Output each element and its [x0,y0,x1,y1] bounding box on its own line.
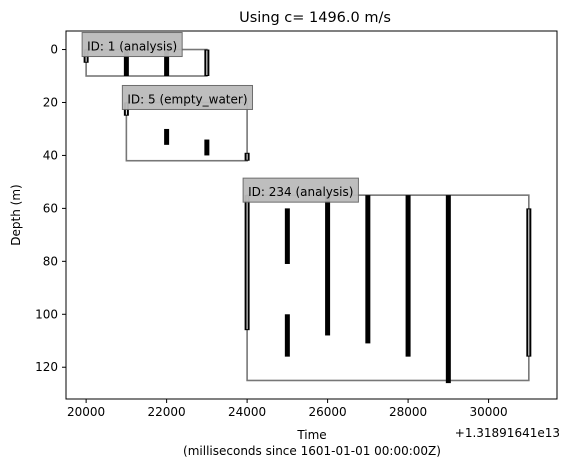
ping-bar [325,195,331,336]
x-tick-label: 24000 [228,405,266,419]
y-axis-label: Depth (m) [9,184,23,245]
region-1: ID: 1 (analysis) [81,32,210,77]
y-tick-label: 0 [50,43,58,57]
region-label: ID: 234 (analysis) [248,185,353,199]
x-tick-label: 20000 [67,405,105,419]
ping-bar [405,195,411,357]
ping-bar [204,139,210,156]
region-box [125,101,248,162]
y-tick-label: 60 [43,201,58,215]
ping-bar [164,49,170,77]
region-label-bg [121,84,254,110]
x-axis-label: Time [296,428,326,442]
x-tick-label: 30000 [469,405,507,419]
ping-bar [445,195,451,384]
region-label: ID: 1 (analysis) [87,40,177,54]
axes-frame [65,30,558,400]
ping-bar [284,208,290,264]
y-axis-ticks: 0 20 40 60 80 100 120 [35,43,66,374]
y-tick-label: 40 [43,148,58,162]
region-label: ID: 5 (empty_water) [127,92,247,106]
ping-bar [365,195,371,344]
chart-title: Using c= 1496.0 m/s [239,10,391,26]
x-axis-label-units: (milliseconds since 1601-01-01 00:00:00Z… [183,444,441,458]
region-2: ID: 5 (empty_water) [121,84,254,162]
y-tick-label: 120 [35,360,58,374]
x-tick-label: 26000 [309,405,347,419]
region-3: ID: 234 (analysis) [242,177,532,384]
plot-area: ID: 1 (analysis) ID: 5 (empty_water) ID: 2… [81,32,532,384]
y-tick-label: 80 [43,254,58,268]
ping-bar [164,128,170,145]
x-axis-ticks: 20000 22000 24000 26000 28000 30000 [67,399,508,419]
y-tick-label: 20 [43,95,58,109]
ping-bar [123,49,129,77]
y-tick-label: 100 [35,307,58,321]
region-label-bg [81,32,183,58]
x-tick-label: 22000 [148,405,186,419]
region-label-bg [242,177,359,203]
x-axis-offset-label: +1.31891641e13 [455,426,560,440]
ping-bar [284,314,290,357]
x-tick-label: 28000 [389,405,427,419]
